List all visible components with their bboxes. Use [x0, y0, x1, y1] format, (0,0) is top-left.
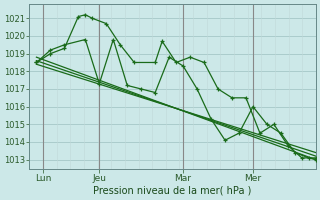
X-axis label: Pression niveau de la mer( hPa ): Pression niveau de la mer( hPa ) — [93, 186, 252, 196]
